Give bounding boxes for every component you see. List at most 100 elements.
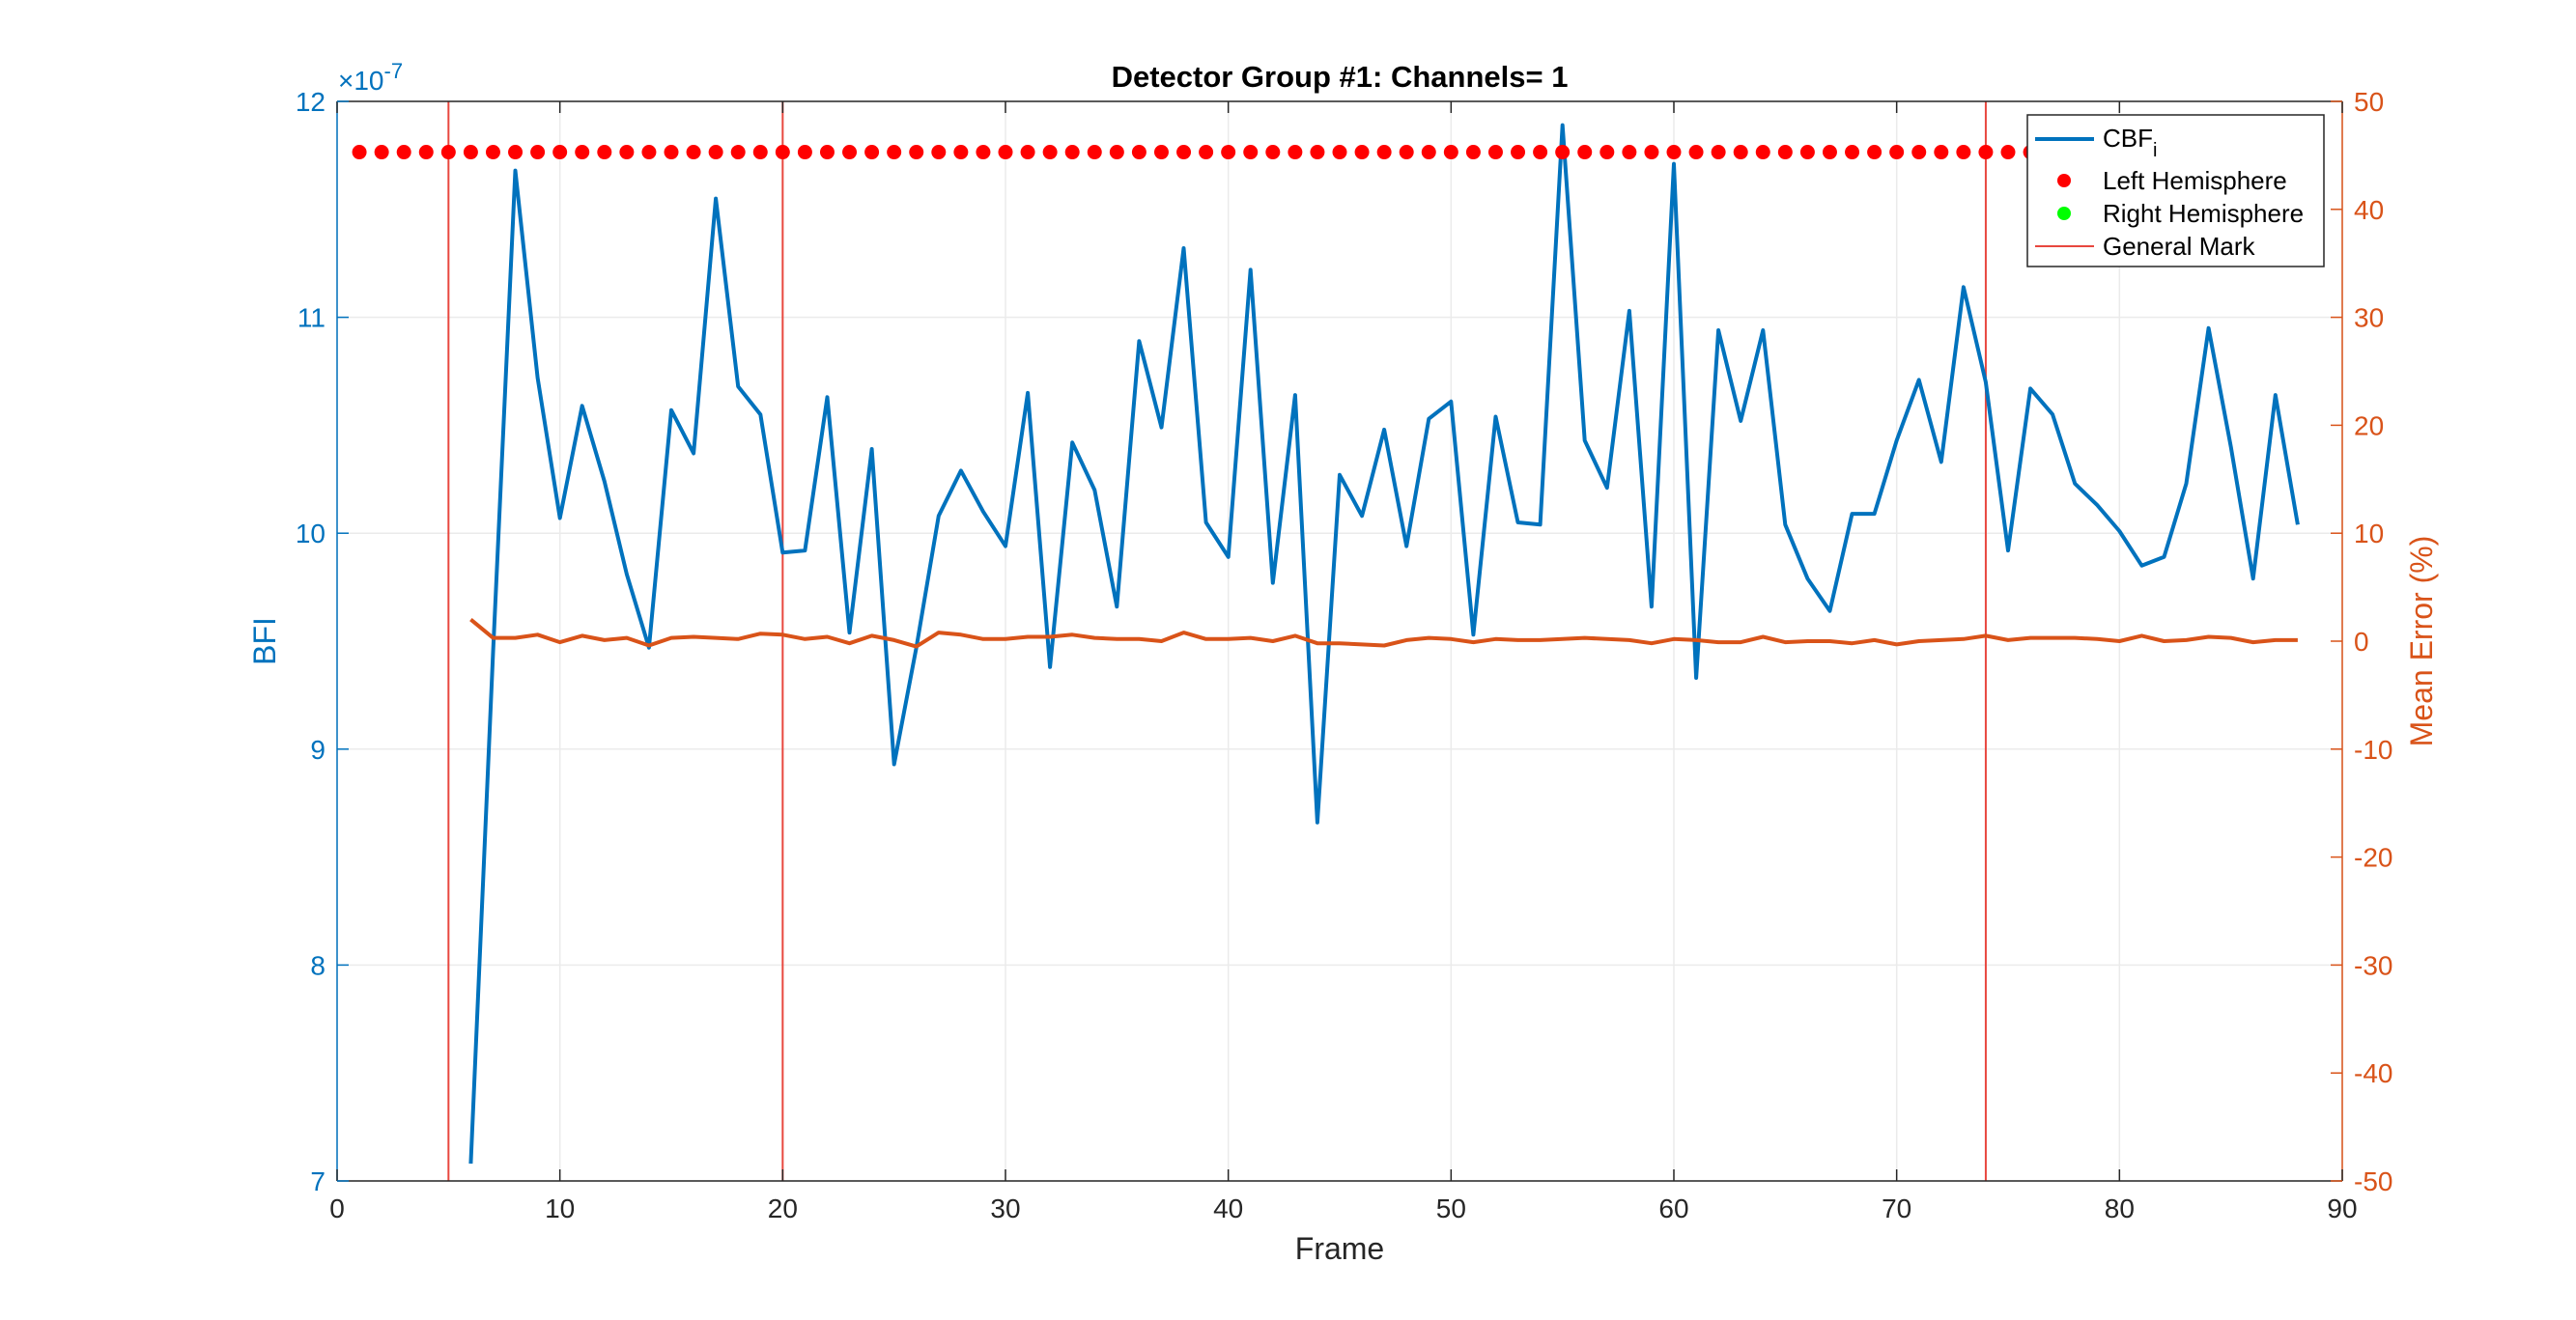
left-hemisphere-point xyxy=(1688,145,1704,160)
left-hemisphere-point xyxy=(887,145,902,160)
left-hemisphere-point xyxy=(1465,145,1481,160)
y-right-tick-label: 30 xyxy=(2354,303,2384,333)
left-hemisphere-point xyxy=(1867,145,1882,160)
y-right-tick-label: -40 xyxy=(2354,1058,2392,1088)
left-hemisphere-point xyxy=(864,145,880,160)
left-hemisphere-point xyxy=(1376,145,1392,160)
left-hemisphere-point xyxy=(1956,145,1971,160)
x-tick-label: 10 xyxy=(545,1194,575,1223)
exponent-base: ×10 xyxy=(338,66,384,96)
left-hemisphere-point xyxy=(1087,145,1102,160)
left-hemisphere-point xyxy=(730,145,746,160)
left-hemisphere-point xyxy=(775,145,790,160)
left-hemisphere-point xyxy=(597,145,612,160)
left-hemisphere-point xyxy=(2000,145,2016,160)
left-hemisphere-point xyxy=(1555,145,1571,160)
left-hemisphere-point xyxy=(752,145,768,160)
left-hemisphere-point xyxy=(1131,145,1146,160)
left-hemisphere-point xyxy=(552,145,568,160)
left-hemisphere-point xyxy=(1443,145,1458,160)
left-hemisphere-point xyxy=(1755,145,1770,160)
general-marks xyxy=(447,101,1987,1181)
left-hemisphere-point xyxy=(842,145,858,160)
legend-label-right-hemisphere: Right Hemisphere xyxy=(2103,199,2304,228)
y-right-tick-label: -50 xyxy=(2354,1166,2392,1196)
y-left-exponent: ×10-7 xyxy=(338,59,403,96)
y-right-tick-label: 40 xyxy=(2354,195,2384,225)
left-hemisphere-point xyxy=(1934,145,1949,160)
left-hemisphere-point xyxy=(686,145,701,160)
legend-label-cbf: CBFi xyxy=(2103,124,2157,161)
x-tick-label: 80 xyxy=(2105,1194,2135,1223)
left-hemisphere-point xyxy=(1354,145,1370,160)
left-hemisphere-point xyxy=(1221,145,1236,160)
x-tick-label: 50 xyxy=(1436,1194,1466,1223)
y-right-tick-label: -20 xyxy=(2354,843,2392,873)
left-hemisphere-point xyxy=(1666,145,1682,160)
x-tick-label: 90 xyxy=(2327,1194,2357,1223)
left-hemisphere-point xyxy=(1533,145,1548,160)
legend-label-general-mark: General Mark xyxy=(2103,232,2255,261)
legend: CBFi Left Hemisphere Right Hemisphere Ge… xyxy=(2026,114,2325,267)
left-hemisphere-point xyxy=(1644,145,1659,160)
left-hemisphere-point xyxy=(352,145,367,160)
left-hemisphere-point xyxy=(575,145,590,160)
left-hemisphere-point xyxy=(508,145,524,160)
left-hemisphere-point xyxy=(909,145,924,160)
left-hemisphere-point xyxy=(1199,145,1214,160)
left-hemisphere-point xyxy=(1845,145,1860,160)
left-hemisphere-point xyxy=(1421,145,1436,160)
left-hemisphere-point xyxy=(641,145,657,160)
legend-label-cbf-subscript: i xyxy=(2153,140,2157,161)
left-hemisphere-point xyxy=(1288,145,1303,160)
left-hemisphere-point xyxy=(1911,145,1927,160)
legend-label-cbf-base: CBF xyxy=(2103,124,2153,153)
left-hemisphere-point xyxy=(1332,145,1347,160)
y-right-tick-label: 0 xyxy=(2354,627,2369,657)
left-hemisphere-point xyxy=(998,145,1013,160)
x-tick-label: 60 xyxy=(1658,1194,1688,1223)
left-hemisphere-point xyxy=(1978,145,1994,160)
legend-swatch-right-hemisphere xyxy=(2057,207,2071,220)
left-hemisphere-point xyxy=(485,145,500,160)
left-hemisphere-point xyxy=(1487,145,1503,160)
left-hemisphere-point xyxy=(396,145,411,160)
x-tick-label: 0 xyxy=(329,1194,345,1223)
left-hemisphere-point xyxy=(1020,145,1035,160)
left-hemisphere-point xyxy=(976,145,991,160)
y-left-tick-label: 7 xyxy=(310,1166,326,1196)
y-right-tick-label: 10 xyxy=(2354,519,2384,548)
y-right-tick-label: -30 xyxy=(2354,950,2392,980)
left-hemisphere-point xyxy=(1265,145,1281,160)
y-left-tick-label: 12 xyxy=(296,87,326,117)
legend-label-left-hemisphere: Left Hemisphere xyxy=(2103,166,2287,195)
left-hemisphere-point xyxy=(374,145,389,160)
y-right-tick-label: 20 xyxy=(2354,410,2384,440)
left-hemisphere-point xyxy=(463,145,478,160)
left-hemisphere-point xyxy=(1777,145,1793,160)
left-hemisphere-point xyxy=(1822,145,1837,160)
left-hemisphere-point xyxy=(1310,145,1325,160)
left-hemisphere-point xyxy=(1622,145,1637,160)
left-hemisphere-point xyxy=(1042,145,1058,160)
x-axis-label: Frame xyxy=(1295,1231,1384,1266)
left-hemisphere-point xyxy=(1243,145,1259,160)
left-hemisphere-point xyxy=(1733,145,1748,160)
legend-swatch-left-hemisphere xyxy=(2057,174,2071,187)
left-hemisphere-point xyxy=(1511,145,1526,160)
x-tick-label: 20 xyxy=(768,1194,798,1223)
y-left-tick-label: 10 xyxy=(296,519,326,548)
left-hemisphere-point xyxy=(619,145,635,160)
left-hemisphere-point xyxy=(819,145,835,160)
x-tick-label: 70 xyxy=(1882,1194,1911,1223)
mean_error-line xyxy=(469,618,2298,649)
left-hemisphere-point xyxy=(1799,145,1815,160)
y-left-tick-label: 11 xyxy=(297,303,326,333)
y-right-tick-label: 50 xyxy=(2354,87,2384,117)
left-hemisphere-point xyxy=(1064,145,1080,160)
y-left-tick-label: 9 xyxy=(310,735,326,765)
left-hemisphere-point xyxy=(931,145,947,160)
left-hemisphere-point xyxy=(1176,145,1192,160)
left-hemisphere-point xyxy=(708,145,723,160)
